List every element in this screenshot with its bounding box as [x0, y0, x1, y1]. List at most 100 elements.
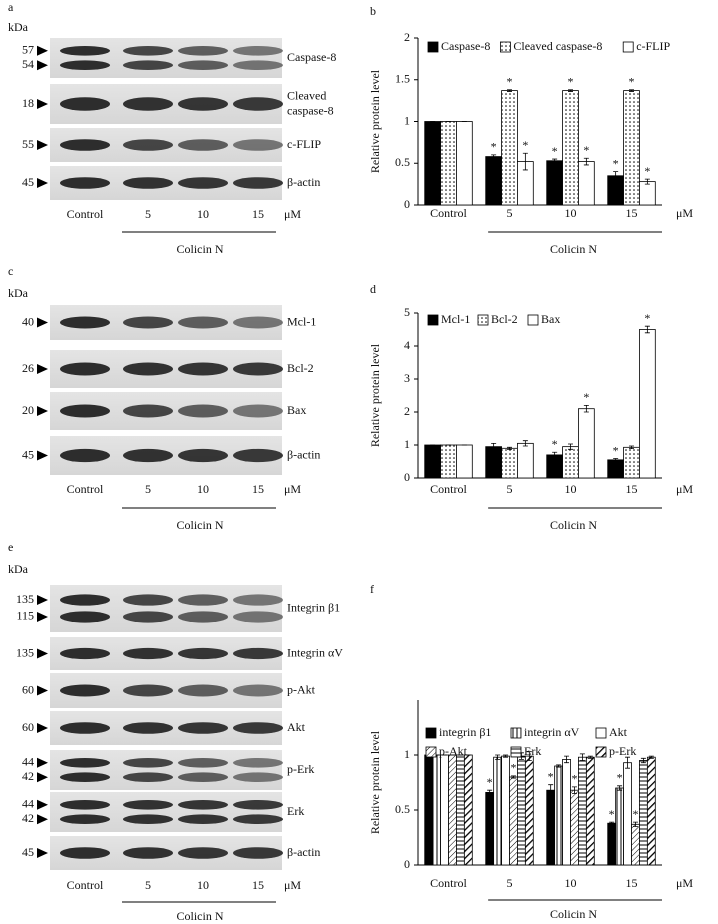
marker-label: 45	[22, 447, 34, 461]
marker-arrow	[37, 799, 48, 810]
significance: *	[613, 156, 619, 170]
error-bar	[583, 157, 589, 166]
band	[123, 362, 173, 376]
y-tick-label: 2	[404, 404, 410, 418]
band	[178, 97, 228, 111]
x-tick-label: 10	[565, 206, 577, 220]
marker-label: 135	[16, 592, 34, 606]
marker-arrow	[37, 406, 48, 416]
marker-label: 42	[22, 769, 34, 783]
legend-swatch	[499, 41, 511, 53]
bar	[607, 822, 617, 866]
unit-label: kDa	[8, 286, 29, 300]
marker-arrow	[37, 99, 48, 109]
marker-label: 45	[22, 175, 34, 189]
band	[60, 60, 110, 70]
legend-label: p-Akt	[439, 744, 468, 758]
error-bar	[548, 784, 554, 797]
band	[123, 684, 173, 697]
significance: *	[568, 75, 574, 89]
legend-label: Mcl-1	[441, 312, 470, 326]
band	[233, 60, 283, 70]
error-bar	[571, 786, 577, 794]
bar	[432, 754, 441, 866]
band	[60, 847, 110, 859]
significance: *	[617, 771, 623, 785]
lane-label: 5	[145, 207, 151, 221]
error-bar	[522, 440, 528, 447]
panel-letter: c	[8, 264, 13, 278]
marker-arrow	[37, 611, 48, 622]
band	[178, 814, 228, 824]
band	[60, 800, 110, 810]
bar	[615, 787, 624, 866]
x-tick-label: 5	[507, 876, 513, 890]
significance: *	[613, 443, 619, 457]
band	[233, 97, 283, 111]
band	[60, 139, 110, 151]
lane-label: 10	[197, 482, 209, 496]
legend-swatch	[595, 727, 607, 739]
error-bar	[568, 89, 573, 92]
dose-unit: μM	[284, 207, 301, 221]
band	[123, 594, 173, 606]
bar	[485, 156, 502, 206]
significance: *	[522, 138, 528, 152]
band	[233, 814, 283, 824]
error-bar	[583, 405, 589, 413]
band	[123, 758, 173, 768]
bar	[562, 446, 579, 479]
bar	[448, 754, 457, 866]
legend-label: integrin β1	[439, 725, 491, 739]
error-bar	[556, 764, 562, 768]
lane-label: 15	[252, 482, 264, 496]
y-tick-label: 1	[404, 747, 410, 761]
band	[123, 316, 173, 329]
band	[60, 362, 110, 376]
panel-letter: d	[370, 282, 376, 296]
band	[60, 177, 110, 189]
band	[123, 772, 173, 782]
protein-label: Akt	[287, 720, 306, 734]
significance: *	[644, 164, 650, 178]
y-tick-label: 5	[404, 305, 410, 319]
bar	[524, 755, 534, 866]
bar	[639, 181, 656, 206]
band	[233, 316, 283, 329]
bar	[570, 789, 579, 866]
protein-label: β-actin	[287, 447, 320, 461]
error-bar	[568, 443, 573, 450]
legend-label: Erk	[524, 744, 541, 758]
band	[233, 772, 283, 782]
unit-label: kDa	[8, 20, 29, 34]
error-bar	[503, 754, 509, 758]
protein-label: p-Erk	[287, 762, 314, 776]
bar	[623, 446, 640, 479]
band	[178, 722, 228, 734]
band	[123, 814, 173, 824]
marker-label: 42	[22, 811, 34, 825]
dose-unit: μM	[284, 878, 301, 892]
bar	[607, 459, 624, 479]
marker-arrow	[37, 772, 48, 783]
error-bar	[507, 89, 512, 92]
lane-label: 10	[197, 207, 209, 221]
lane-label: Control	[67, 878, 104, 892]
error-bar	[644, 178, 650, 185]
x-tick-label: Control	[430, 482, 467, 496]
band	[60, 772, 110, 782]
band	[233, 611, 283, 623]
bar	[501, 447, 518, 479]
error-bar	[629, 89, 634, 92]
marker-label: 18	[22, 96, 34, 110]
bar	[639, 760, 648, 866]
protein-label: β-actin	[287, 845, 320, 859]
y-axis-label: Relative protein level	[368, 69, 382, 173]
lane-label: 15	[252, 878, 264, 892]
significance: *	[583, 390, 589, 404]
marker-label: 44	[22, 797, 34, 811]
band	[233, 46, 283, 56]
marker-arrow	[37, 814, 48, 825]
y-tick-label: 1	[404, 113, 410, 127]
treatment-label: Colicin N	[177, 242, 224, 256]
